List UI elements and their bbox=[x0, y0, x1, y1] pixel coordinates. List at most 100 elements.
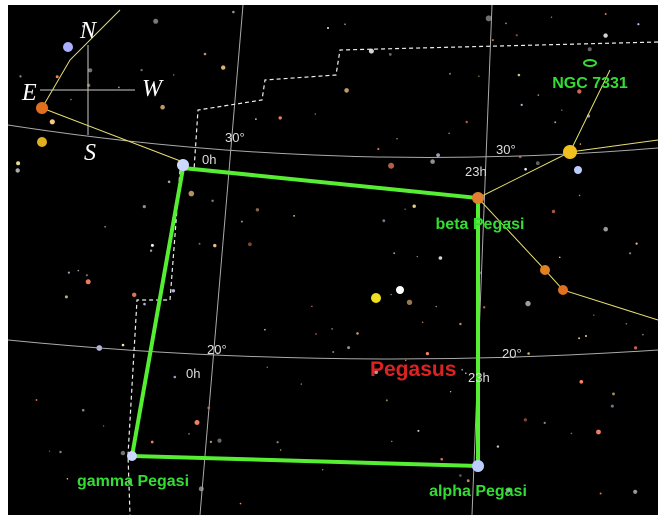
faint-star bbox=[570, 432, 573, 435]
faint-star bbox=[596, 429, 601, 435]
faint-star bbox=[625, 323, 628, 325]
faint-star bbox=[461, 368, 464, 371]
compass-e: E bbox=[21, 80, 37, 106]
faint-star bbox=[377, 147, 380, 151]
star bbox=[558, 285, 568, 295]
faint-star bbox=[203, 52, 207, 56]
ra-label: 0h bbox=[202, 152, 216, 167]
ra-line bbox=[199, 4, 244, 516]
constellation-label: Pegasus bbox=[370, 358, 456, 381]
faint-star bbox=[67, 271, 70, 274]
star bbox=[177, 159, 189, 171]
faint-star bbox=[466, 479, 470, 483]
faint-star bbox=[425, 352, 429, 356]
faint-star bbox=[603, 226, 608, 232]
stick bbox=[569, 69, 611, 153]
faint-star bbox=[85, 279, 91, 285]
faint-star bbox=[216, 352, 219, 355]
compass-n: N bbox=[79, 18, 98, 44]
faint-star bbox=[604, 13, 607, 15]
faint-star bbox=[82, 25, 85, 28]
faint-star bbox=[278, 116, 282, 120]
faint-star bbox=[483, 306, 486, 309]
faint-star bbox=[634, 346, 638, 350]
beta-label: beta Pegasi bbox=[436, 216, 525, 233]
stick bbox=[41, 107, 184, 163]
faint-star bbox=[524, 167, 527, 171]
faint-star bbox=[385, 399, 388, 402]
faint-star bbox=[120, 450, 126, 456]
faint-star bbox=[550, 16, 553, 18]
faint-star bbox=[416, 255, 418, 258]
faint-star bbox=[523, 418, 528, 422]
boundary bbox=[127, 41, 659, 516]
faint-star bbox=[132, 292, 137, 297]
faint-star bbox=[577, 89, 582, 94]
faint-star bbox=[559, 256, 561, 258]
faint-star bbox=[612, 392, 615, 396]
faint-star bbox=[173, 375, 177, 379]
faint-star bbox=[344, 88, 349, 93]
faint-star bbox=[300, 383, 302, 385]
faint-star bbox=[388, 162, 395, 169]
faint-star bbox=[421, 321, 424, 324]
star bbox=[472, 460, 484, 472]
faint-star bbox=[314, 113, 316, 115]
faint-star bbox=[496, 445, 500, 448]
galaxy-marker bbox=[583, 59, 597, 67]
faint-star bbox=[393, 252, 396, 255]
faint-star bbox=[435, 305, 437, 308]
faint-star bbox=[344, 23, 346, 26]
faint-star bbox=[642, 333, 644, 336]
faint-star bbox=[537, 94, 540, 96]
faint-star bbox=[405, 359, 407, 362]
faint-star bbox=[578, 194, 581, 197]
faint-star bbox=[449, 72, 451, 75]
faint-star bbox=[603, 33, 608, 38]
faint-star bbox=[16, 161, 21, 166]
faint-star bbox=[515, 34, 518, 37]
star bbox=[127, 451, 137, 461]
faint-star bbox=[585, 335, 587, 337]
faint-star bbox=[70, 98, 72, 101]
faint-star bbox=[561, 109, 563, 111]
dec-label: 20° bbox=[207, 342, 227, 357]
faint-star bbox=[150, 243, 154, 247]
faint-star bbox=[436, 153, 440, 158]
faint-star bbox=[188, 433, 190, 435]
faint-star bbox=[485, 15, 492, 22]
faint-star bbox=[121, 343, 125, 347]
faint-star bbox=[438, 256, 443, 260]
faint-star bbox=[587, 47, 592, 52]
faint-star bbox=[64, 295, 68, 299]
ra-label: 23h bbox=[468, 370, 490, 385]
faint-star bbox=[629, 252, 632, 255]
ra-label: 23h bbox=[465, 164, 487, 179]
faint-star bbox=[232, 10, 235, 14]
dec-label: 20° bbox=[502, 346, 522, 361]
faint-star bbox=[15, 168, 20, 173]
faint-star bbox=[85, 274, 88, 277]
faint-star bbox=[637, 23, 640, 26]
faint-star bbox=[406, 299, 413, 305]
faint-star bbox=[465, 120, 468, 124]
faint-star bbox=[599, 492, 602, 495]
faint-star bbox=[59, 450, 62, 454]
faint-star bbox=[48, 450, 51, 452]
faint-star bbox=[279, 449, 282, 451]
faint-star bbox=[615, 86, 617, 89]
faint-star bbox=[264, 328, 266, 331]
faint-star bbox=[579, 380, 584, 384]
compass bbox=[40, 45, 135, 135]
faint-star bbox=[66, 478, 69, 480]
faint-star bbox=[509, 220, 511, 222]
faint-star bbox=[213, 243, 217, 248]
star bbox=[574, 166, 582, 174]
faint-star bbox=[390, 293, 392, 296]
star bbox=[396, 286, 404, 294]
faint-star bbox=[198, 242, 201, 245]
faint-star bbox=[171, 289, 176, 293]
faint-star bbox=[81, 408, 85, 412]
faint-star bbox=[505, 22, 507, 25]
compass-w: W bbox=[142, 76, 164, 102]
